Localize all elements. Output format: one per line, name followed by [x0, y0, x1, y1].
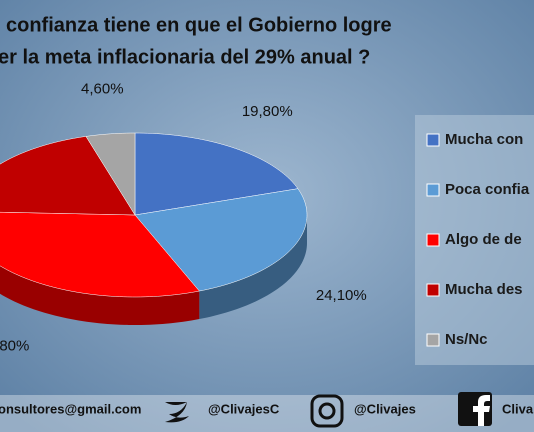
data-label: 31,80%: [0, 338, 29, 355]
chart-title: er la meta inflacionaria del 29% anual ?: [0, 46, 370, 68]
legend-swatch: [426, 183, 440, 197]
footer-twitter: @ClivajesC: [208, 401, 280, 416]
footer-band: [0, 395, 534, 432]
chart-title: confianza tiene en que el Gobierno logre: [6, 14, 392, 36]
twitter-icon: [165, 402, 189, 423]
pie-slice: [0, 136, 136, 216]
legend-label: Algo de de: [445, 231, 522, 248]
pie-slice: [85, 132, 136, 216]
footer-facebook: Cliva: [502, 401, 534, 416]
data-label: 24,10%: [316, 287, 367, 304]
legend-label: Mucha des: [445, 281, 523, 298]
footer-instagram: @Clivajes: [354, 401, 416, 416]
data-label: 4,60%: [81, 80, 124, 97]
legend-swatch: [426, 283, 440, 297]
instagram-icon: [318, 402, 336, 420]
footer-email: onsultores@gmail.com: [0, 401, 141, 416]
legend-label: Mucha con: [445, 131, 523, 148]
instagram-icon: [310, 394, 344, 428]
data-label: 19,80%: [242, 103, 293, 120]
legend-label: Ns/Nc: [445, 331, 488, 348]
pie-slice: [134, 132, 299, 216]
legend-swatch: [426, 333, 440, 347]
legend-swatch: [426, 233, 440, 247]
legend-swatch: [426, 133, 440, 147]
facebook-icon: [473, 395, 490, 426]
pie-slice: [0, 211, 200, 298]
legend-label: Poca confia: [445, 181, 530, 198]
pie-side: [199, 215, 307, 320]
